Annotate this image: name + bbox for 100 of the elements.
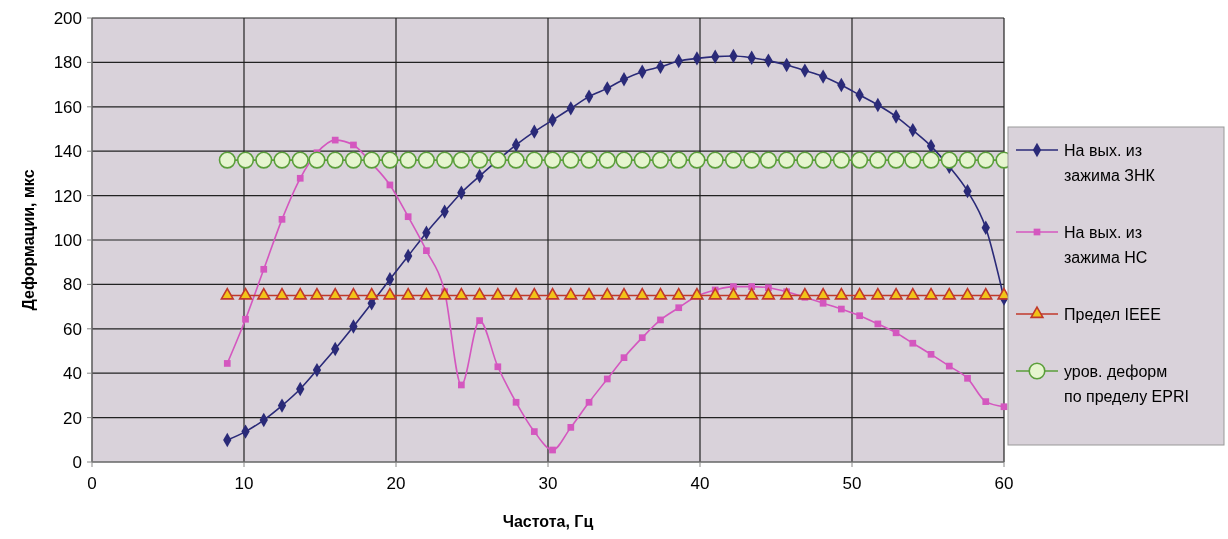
point: [242, 315, 249, 323]
point: [458, 381, 465, 389]
point: [759, 151, 777, 169]
point: [798, 287, 812, 300]
point: [871, 287, 885, 300]
point: [977, 151, 995, 169]
y-tick-label: 80: [63, 275, 82, 295]
point: [889, 287, 903, 300]
point: [979, 287, 993, 300]
point: [471, 151, 489, 169]
point: [562, 151, 580, 169]
point: [236, 151, 255, 169]
point: [617, 287, 631, 300]
point: [615, 151, 633, 169]
y-tick-label: 200: [53, 8, 82, 28]
point: [724, 151, 743, 169]
point: [509, 287, 523, 300]
point: [381, 151, 399, 169]
point: [672, 287, 686, 300]
y-axis-title: Деформации, мкс: [20, 169, 37, 311]
point: [852, 287, 867, 300]
x-tick-label: 40: [690, 474, 710, 493]
point: [960, 287, 975, 300]
point: [419, 287, 434, 300]
point: [491, 287, 505, 300]
x-tick-label: 10: [234, 474, 254, 493]
point: [344, 151, 363, 169]
point: [582, 287, 596, 300]
point: [603, 375, 611, 383]
point: [494, 363, 502, 371]
point: [310, 287, 324, 300]
point: [423, 247, 430, 255]
point: [417, 151, 435, 169]
point: [220, 287, 234, 300]
legend-label: На вых. из зажима ЗНК: [1064, 141, 1156, 184]
point: [909, 339, 917, 347]
point: [892, 329, 900, 337]
x-tick-label: 60: [994, 474, 1014, 493]
point: [945, 362, 953, 370]
point: [489, 151, 507, 169]
point: [383, 287, 397, 300]
point: [530, 428, 538, 435]
point: [726, 287, 741, 300]
point: [874, 320, 882, 328]
point: [255, 151, 273, 169]
point: [326, 151, 344, 169]
point: [564, 287, 578, 300]
point: [585, 398, 593, 406]
x-tick-label: 30: [538, 474, 558, 493]
point: [706, 151, 724, 169]
y-tick-label: 40: [63, 364, 82, 384]
point: [958, 151, 977, 169]
y-tick-label: 120: [53, 186, 82, 206]
point: [924, 287, 938, 300]
point: [399, 151, 417, 169]
point: [404, 213, 412, 221]
point: [291, 151, 309, 169]
point: [364, 287, 379, 300]
point: [814, 151, 832, 169]
point: [651, 151, 670, 169]
point: [904, 151, 922, 169]
point: [512, 398, 520, 406]
point: [638, 334, 646, 342]
point: [328, 287, 342, 300]
point: [260, 265, 268, 273]
point: [869, 151, 887, 169]
point: [218, 151, 236, 169]
x-tick-label: 20: [386, 474, 406, 493]
point: [796, 151, 814, 169]
x-tick-label: 0: [87, 474, 97, 493]
point: [472, 287, 487, 300]
point: [257, 287, 271, 300]
point: [633, 151, 651, 169]
point: [657, 316, 664, 324]
point: [778, 151, 796, 169]
point: [437, 287, 452, 300]
point: [761, 287, 776, 300]
point: [331, 136, 339, 144]
point: [708, 287, 722, 300]
point: [543, 151, 562, 169]
point: [653, 287, 668, 300]
point: [887, 151, 905, 169]
legend-label: Предел IEEE: [1064, 305, 1161, 323]
point: [940, 151, 958, 169]
y-tick-label: 60: [63, 319, 82, 339]
point: [452, 151, 470, 169]
point: [567, 424, 575, 431]
point: [838, 305, 845, 313]
point: [545, 287, 560, 300]
point: [278, 216, 286, 223]
point: [779, 287, 794, 300]
y-tick-label: 0: [72, 452, 82, 472]
x-tick-label: 50: [842, 474, 862, 493]
point: [363, 151, 381, 169]
point: [308, 151, 326, 169]
point: [834, 287, 849, 300]
point: [856, 312, 863, 320]
point: [927, 350, 935, 358]
point: [922, 151, 940, 169]
legend-label: На вых. из зажима НС: [1064, 223, 1148, 266]
